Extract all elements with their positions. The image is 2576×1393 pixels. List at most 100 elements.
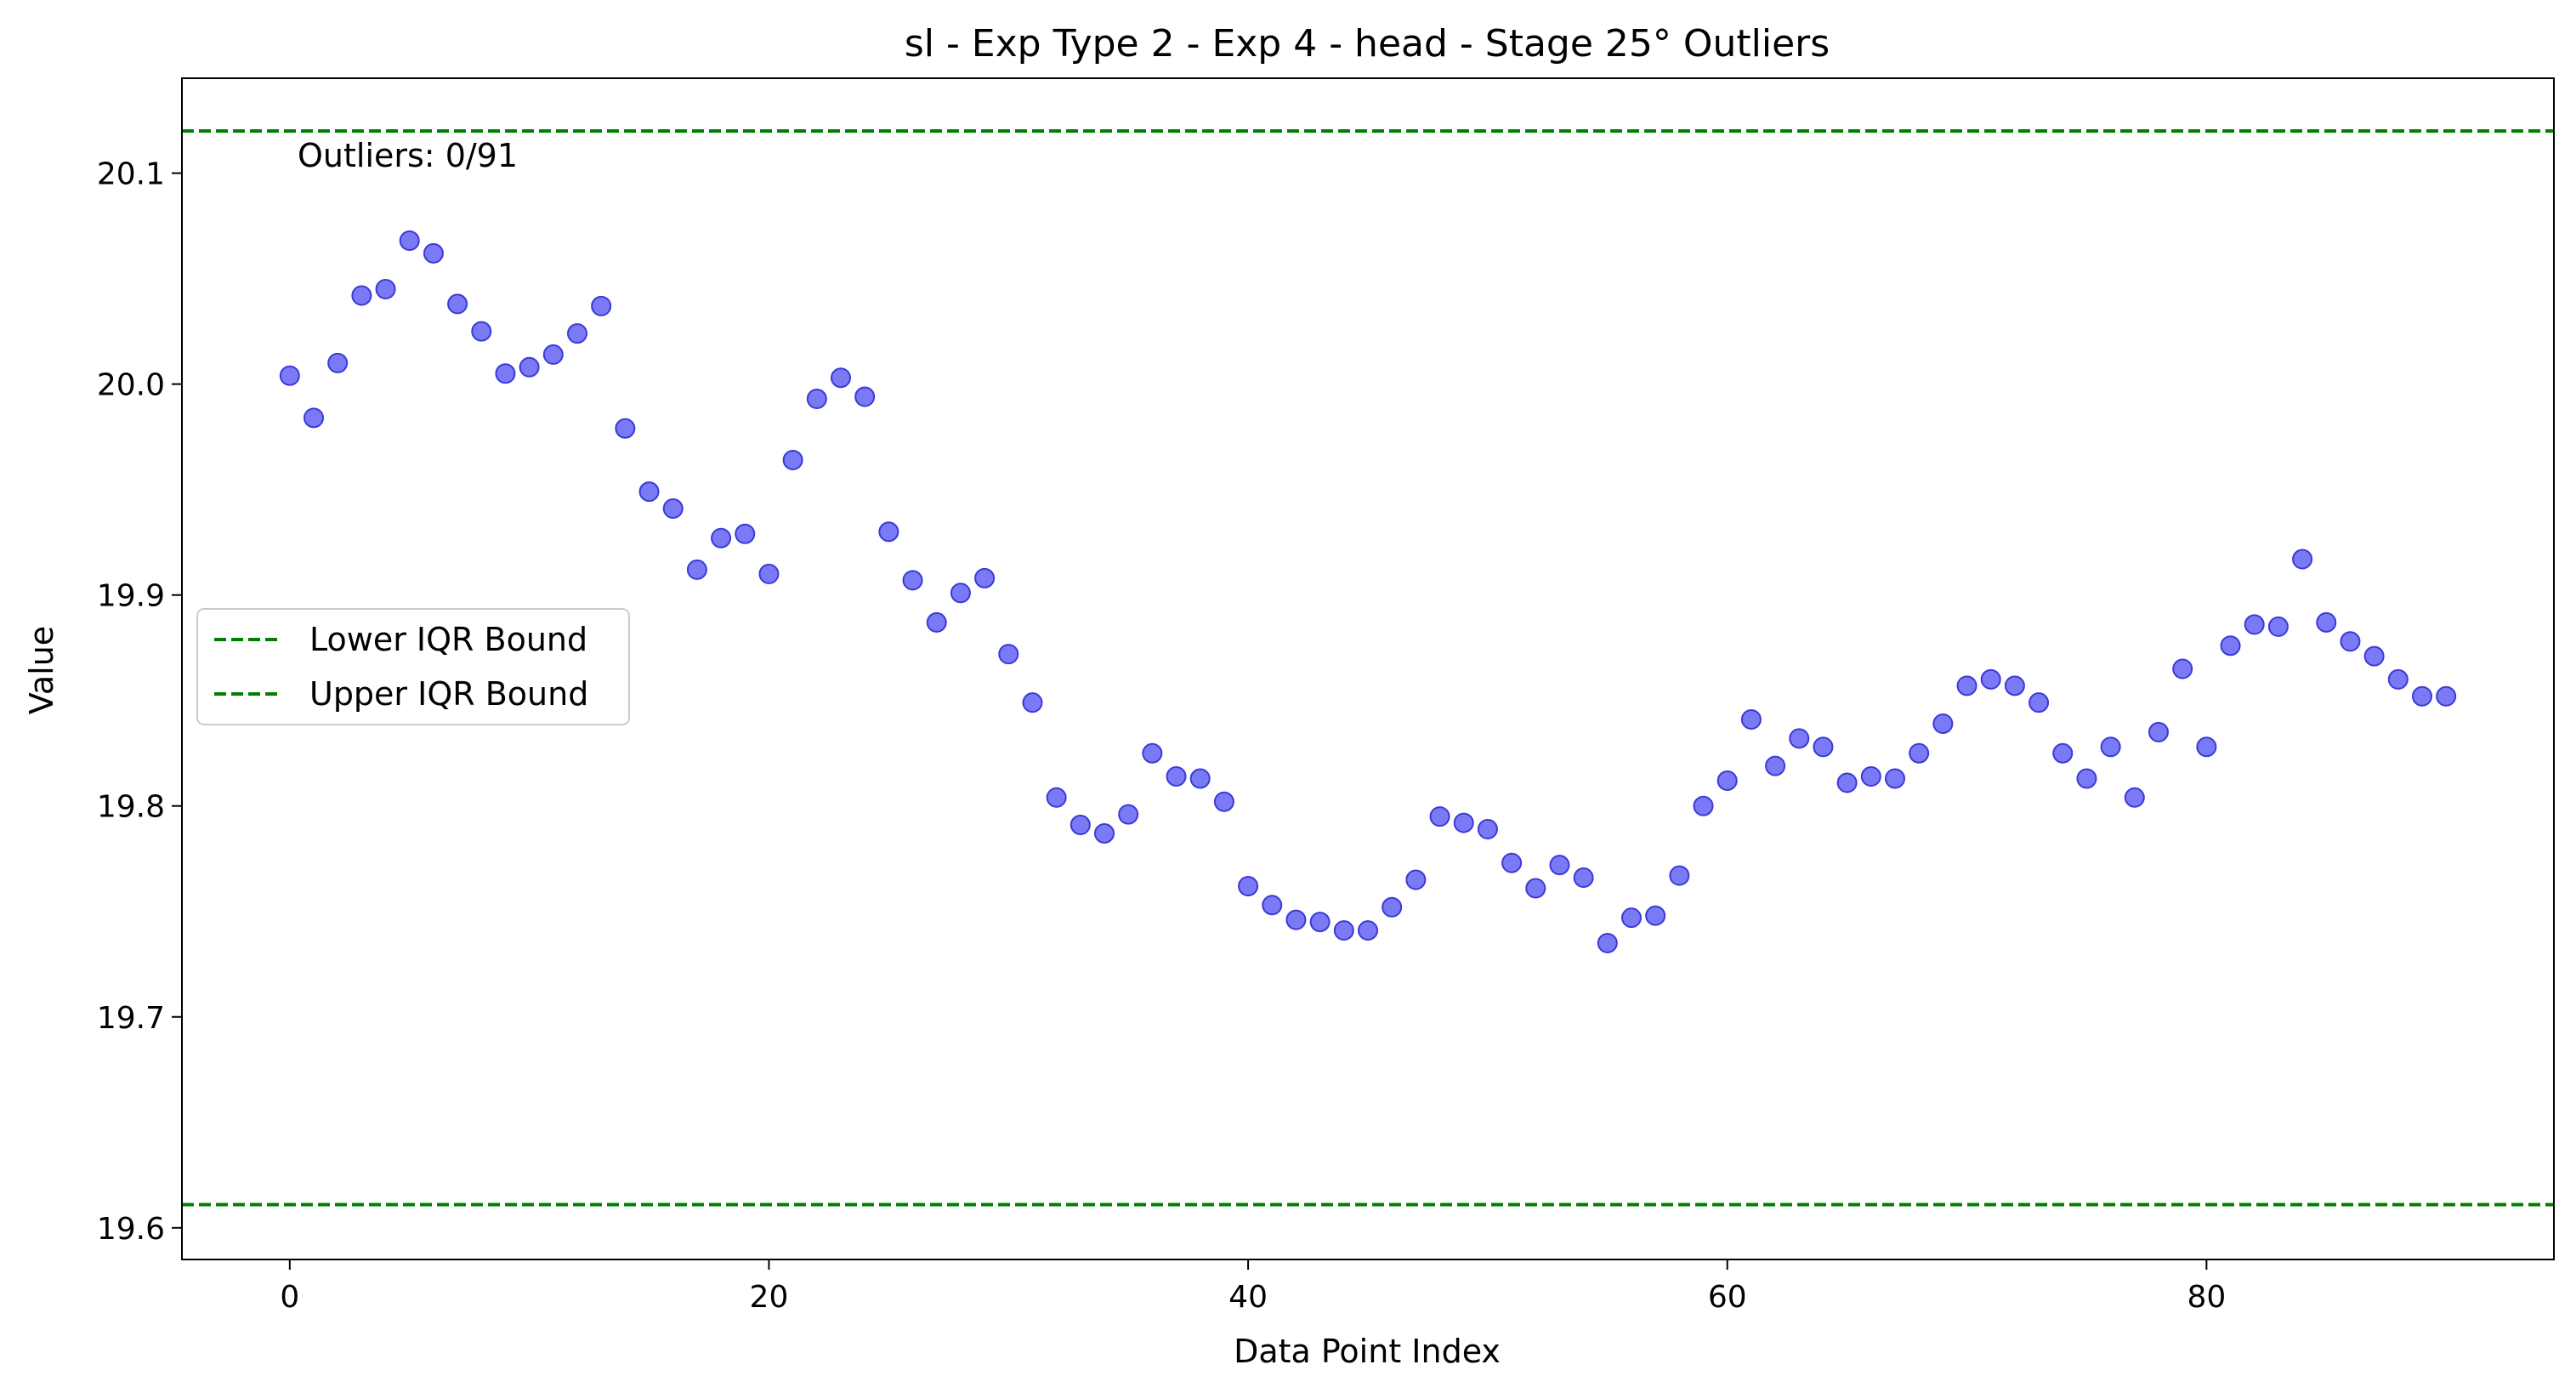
data-point [519, 356, 540, 378]
y-tick-label: 20.0 [97, 368, 165, 403]
data-point [423, 242, 444, 264]
legend-entry-lower: Lower IQR Bound [309, 621, 587, 658]
data-point [1573, 867, 1594, 889]
data-point [1669, 865, 1690, 886]
data-point [2004, 675, 2025, 696]
data-point [1358, 920, 1378, 941]
data-point [1213, 791, 1234, 812]
data-point [2052, 742, 2074, 764]
plot-area-frame [181, 77, 2555, 1260]
y-axis-ticks: 19.6 19.7 19.8 19.9 20.0 20.1 [97, 157, 182, 1247]
data-point [1740, 709, 1762, 731]
legend-entry-upper: Upper IQR Bound [309, 675, 588, 713]
data-point [998, 644, 1019, 665]
data-point [878, 521, 899, 543]
data-point [304, 407, 324, 429]
data-point [1166, 765, 1187, 787]
data-point [2267, 616, 2289, 637]
data-point [1405, 869, 1427, 890]
data-point [1501, 852, 1523, 873]
data-point [2124, 787, 2145, 808]
data-point [615, 418, 636, 439]
data-point [1429, 806, 1450, 827]
data-point [1693, 795, 1714, 816]
data-point [1909, 742, 1930, 764]
data-point [782, 449, 803, 470]
data-point [2196, 736, 2217, 758]
data-point [1836, 772, 1858, 793]
data-point [2076, 768, 2097, 789]
data-point [2363, 645, 2385, 667]
data-point [2172, 658, 2193, 679]
data-point [1645, 905, 1666, 926]
x-tick-label: 40 [1228, 1280, 1268, 1315]
data-point [1932, 713, 1954, 734]
data-points [279, 230, 2457, 953]
data-point [1477, 819, 1498, 840]
data-point [735, 523, 756, 544]
data-point [902, 570, 923, 591]
data-point [1309, 912, 1331, 933]
data-point [2028, 692, 2050, 714]
data-point [854, 386, 876, 407]
data-point [2436, 685, 2457, 707]
x-axis-label: Data Point Index [1234, 1333, 1501, 1370]
data-point [1022, 692, 1043, 714]
data-point [1453, 812, 1474, 833]
iqr-bounds [182, 129, 2554, 1207]
data-point [2148, 721, 2169, 742]
data-point [831, 367, 851, 389]
y-tick-label: 19.6 [97, 1212, 165, 1247]
legend-box [196, 608, 630, 725]
data-point [974, 567, 996, 588]
data-point [1118, 804, 1139, 825]
data-point [399, 230, 420, 251]
data-point [591, 295, 612, 316]
data-point [1262, 895, 1283, 916]
y-tick-label: 19.9 [97, 579, 165, 614]
data-point [1789, 728, 1810, 749]
data-point [375, 279, 396, 300]
data-point [1142, 742, 1163, 764]
data-point [1621, 907, 1642, 929]
x-tick-label: 80 [2187, 1280, 2226, 1315]
data-point [1885, 768, 1905, 789]
data-point [1765, 755, 1786, 776]
data-point [758, 563, 780, 584]
data-point [2387, 668, 2409, 690]
data-point [1094, 822, 1115, 844]
data-point [2340, 631, 2361, 652]
legend: Lower IQR Bound Upper IQR Bound [196, 608, 630, 725]
data-point [1980, 668, 2001, 690]
data-point [950, 583, 971, 604]
data-point [1525, 878, 1546, 899]
data-point [1956, 675, 1977, 696]
data-point [567, 323, 587, 344]
data-point [1813, 736, 1834, 758]
data-point [351, 285, 372, 306]
data-point [662, 498, 684, 519]
x-tick-label: 60 [1708, 1280, 1747, 1315]
data-point [2100, 736, 2121, 758]
data-point [1238, 875, 1259, 896]
data-point [1070, 815, 1091, 836]
data-point [926, 611, 947, 633]
y-axis-label: Value [23, 626, 60, 714]
data-point [327, 352, 349, 373]
data-point [1189, 768, 1211, 789]
data-point [1333, 920, 1354, 941]
data-point [1597, 932, 1618, 953]
data-point [686, 559, 707, 580]
x-tick-label: 20 [750, 1280, 789, 1315]
data-point [806, 389, 827, 410]
chart-title: sl - Exp Type 2 - Exp 4 - head - Stage 2… [905, 22, 1830, 65]
data-point [471, 321, 492, 342]
data-point [2316, 611, 2337, 633]
x-tick-label: 0 [280, 1280, 299, 1315]
y-tick-label: 19.8 [97, 790, 165, 825]
data-point [711, 527, 732, 549]
data-point [2412, 685, 2432, 707]
data-point [2244, 614, 2265, 635]
data-point [1716, 770, 1738, 791]
